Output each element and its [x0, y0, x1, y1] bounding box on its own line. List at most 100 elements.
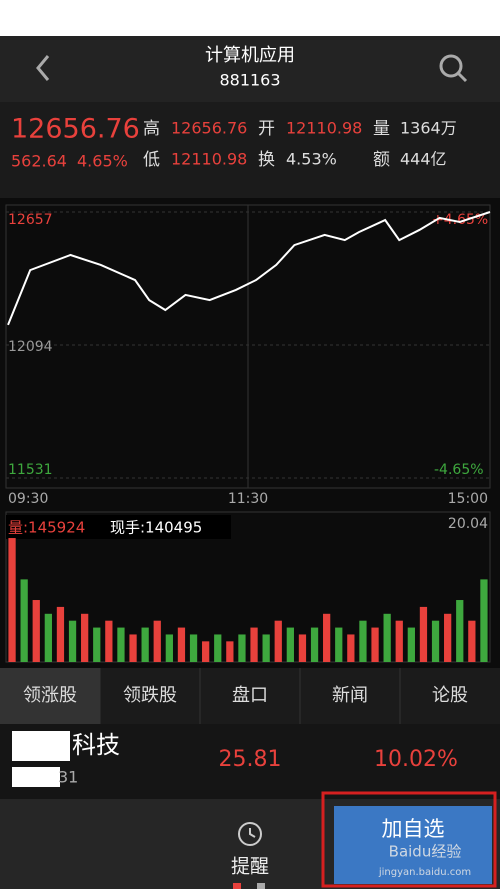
chart-area — [0, 198, 500, 668]
tab-selected-bg — [0, 668, 100, 724]
change-pct: 4.65% — [77, 152, 128, 171]
add-label: 加自选 — [382, 817, 445, 841]
tab[interactable]: 领跌股 — [123, 685, 177, 706]
change: 562.64 — [11, 152, 67, 171]
label: 额 — [373, 150, 390, 170]
y-tick-label: 12094 — [8, 339, 53, 355]
volume-bar — [238, 634, 246, 662]
volume-bar — [407, 627, 415, 662]
volume-bar — [56, 606, 65, 662]
volume-bar — [165, 634, 173, 662]
volume-text: 量:145924 — [8, 519, 85, 537]
volume-bar — [189, 634, 198, 662]
volume-bar — [93, 627, 101, 662]
volume-bar — [141, 627, 149, 662]
volume-bar — [286, 627, 294, 662]
volume-bar — [250, 627, 258, 662]
price: 12656.76 — [11, 114, 140, 145]
volume-frame — [5, 511, 491, 663]
volume-bar — [262, 634, 270, 662]
volume-bar — [419, 606, 428, 662]
volume-bar — [395, 620, 403, 662]
value: 12656.76 — [171, 119, 247, 138]
x-tick-label: 11:30 — [228, 491, 268, 507]
search-button[interactable] — [439, 54, 468, 83]
y-tick-label: 12657 — [8, 212, 53, 228]
clock-icon — [238, 822, 262, 846]
volume-bar — [68, 620, 77, 662]
alert-label: 提醒 — [231, 856, 269, 878]
tab[interactable]: 论股 — [432, 685, 468, 706]
price-line — [7, 211, 491, 326]
volume-bar — [323, 613, 331, 662]
x-tick-label: 15:00 — [448, 491, 488, 507]
volume-bar — [383, 613, 391, 662]
code: 881163 — [219, 71, 280, 90]
volume-bar — [468, 620, 476, 662]
volume-bar — [20, 579, 28, 662]
hand-text: 现手:140495 — [110, 519, 202, 537]
tab[interactable]: 新闻 — [332, 685, 368, 706]
title: 计算机应用 — [205, 45, 295, 66]
value: 4.53% — [286, 150, 337, 169]
lower-pct: -4.65% — [434, 462, 484, 478]
value: 12110.98 — [171, 150, 247, 169]
volume-bar — [105, 620, 113, 662]
label: 换 — [258, 150, 275, 170]
tab[interactable]: 盘口 — [232, 685, 268, 706]
nav-bar — [0, 36, 500, 102]
volume-bar — [359, 620, 367, 662]
volume-bar — [153, 620, 161, 662]
volume-bar — [371, 627, 379, 662]
volume-bar — [202, 641, 210, 662]
search-icon — [439, 54, 463, 78]
stock-name: 科技 — [72, 731, 120, 759]
x-tick-label: 09:30 — [8, 491, 48, 507]
volume-bar — [335, 627, 343, 662]
volume-bar — [431, 620, 440, 662]
volume-bar — [347, 634, 355, 662]
value: 444亿 — [400, 150, 447, 169]
volume-bar — [8, 538, 16, 662]
indicator — [233, 883, 241, 889]
quote-panel — [0, 102, 500, 198]
back-button[interactable] — [36, 55, 50, 81]
stock-price: 25.81 — [219, 747, 282, 772]
volume-bar — [274, 620, 282, 662]
mask — [12, 767, 60, 787]
highlight-box — [321, 791, 497, 888]
y-tick-label: 11531 — [8, 462, 53, 478]
volume-bar — [298, 634, 307, 662]
volume-bar — [117, 627, 125, 662]
y-tick-label: 20.04 — [448, 516, 488, 532]
volume-bar — [214, 634, 222, 662]
watermark-url: jingyan.baidu.com — [378, 867, 471, 878]
label: 高 — [143, 119, 160, 139]
value: 12110.98 — [286, 119, 362, 138]
volume-bar — [81, 613, 89, 662]
stock-row[interactable] — [0, 724, 500, 799]
alert-button[interactable]: 提醒 — [231, 822, 269, 878]
volume-bar — [310, 627, 319, 662]
volume-bar — [177, 627, 186, 662]
stock-change: 10.02% — [374, 747, 458, 772]
label: 量 — [373, 119, 390, 139]
volume-bar — [456, 600, 464, 662]
volume-bar — [480, 579, 488, 662]
tab[interactable]: 领涨股 — [23, 685, 77, 706]
status-bar — [0, 0, 500, 36]
search-icon — [456, 71, 468, 83]
volume-bar — [444, 613, 452, 662]
volume-bar — [226, 641, 234, 662]
label: 开 — [258, 119, 275, 139]
volume-bar — [44, 613, 52, 662]
value: 1364万 — [400, 119, 457, 138]
stock-code: 31 — [58, 768, 78, 787]
add-button[interactable] — [334, 806, 492, 884]
label: 低 — [143, 150, 160, 170]
mask — [12, 731, 70, 761]
upper-pct: +4.65% — [432, 212, 488, 228]
clock-icon — [249, 828, 256, 838]
